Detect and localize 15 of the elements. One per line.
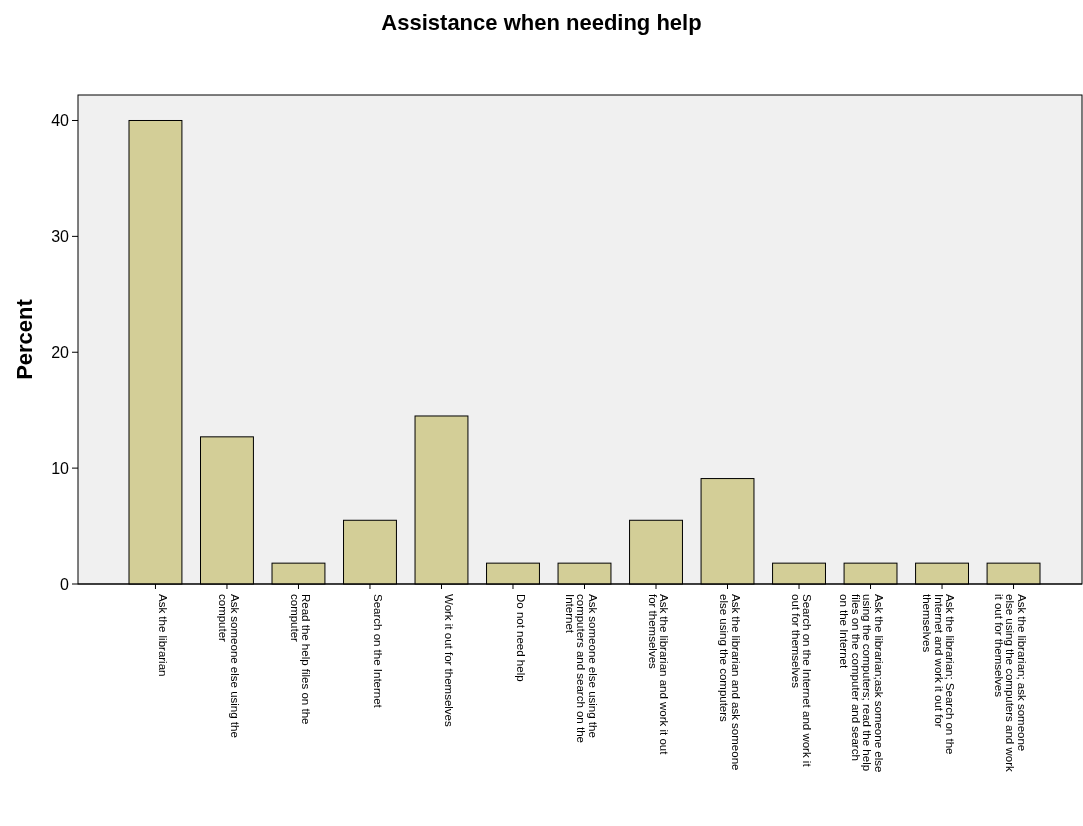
x-tick-label: Search on the Internet	[371, 594, 384, 709]
x-tick-label: Ask the librarian	[157, 594, 170, 677]
x-tick-label: Do not need help	[514, 594, 527, 682]
x-tick-label: Ask someone else using the computers and search on the Internet	[563, 594, 599, 743]
y-tick-label: 30	[51, 227, 70, 245]
y-tick-label: 40	[51, 112, 70, 130]
x-tick-label: Ask the librarian; Search on the Internet and work it out for themselves	[921, 594, 957, 755]
y-tick-label: 20	[51, 343, 70, 361]
x-tick-label: Read the help files on the computer	[288, 594, 313, 725]
chart-title: Assistance when needing help	[381, 10, 702, 35]
y-axis-title: Percent	[12, 298, 37, 380]
x-tick-label: Ask someone else using the computer	[217, 594, 241, 738]
y-tick-label: 10	[51, 459, 70, 477]
x-tick-label: Work it out for themselves	[443, 594, 456, 727]
y-tick-label: 0	[60, 575, 70, 593]
